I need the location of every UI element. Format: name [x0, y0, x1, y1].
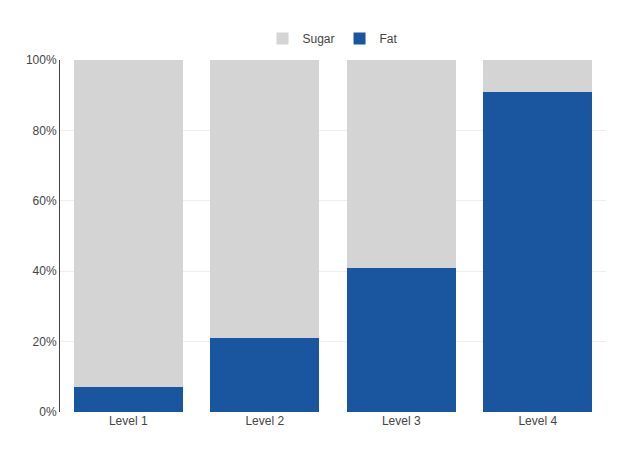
svg-text:40%: 40%: [33, 264, 57, 278]
svg-text:80%: 80%: [33, 124, 57, 138]
svg-text:Sugar: Sugar: [303, 32, 335, 46]
svg-text:Level 2: Level 2: [245, 414, 284, 428]
svg-text:60%: 60%: [33, 194, 57, 208]
svg-text:0%: 0%: [39, 405, 57, 419]
svg-text:100%: 100%: [26, 53, 57, 67]
svg-text:Level 4: Level 4: [518, 414, 557, 428]
svg-text:Level 3: Level 3: [382, 414, 421, 428]
svg-text:Level 1: Level 1: [109, 414, 148, 428]
svg-text:20%: 20%: [33, 335, 57, 349]
svg-text:Fat: Fat: [380, 32, 398, 46]
